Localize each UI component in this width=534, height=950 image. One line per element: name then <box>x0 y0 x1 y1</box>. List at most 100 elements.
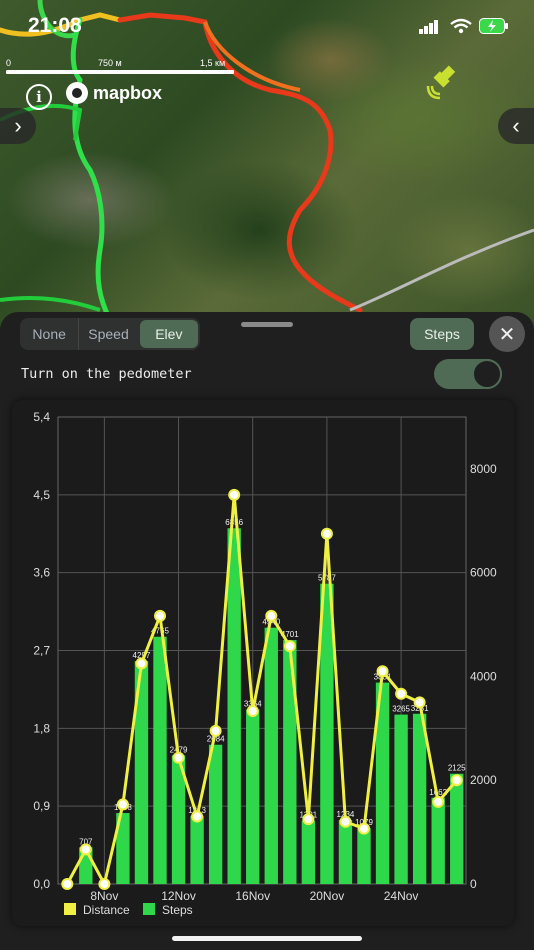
mapbox-wordmark: mapbox <box>93 82 163 103</box>
distance-point <box>79 843 92 856</box>
scale-label-mid: 750 м <box>98 58 122 68</box>
x-tick-label: 8Nov <box>90 889 118 903</box>
y-left-tick-label: 1,8 <box>33 721 50 735</box>
steps-bar <box>394 714 408 884</box>
steps-bar <box>375 682 390 884</box>
steps-button[interactable]: Steps <box>410 318 474 350</box>
segment-speed[interactable]: Speed <box>78 318 137 350</box>
steps-value-label: 707 <box>79 837 93 846</box>
x-tick-label: 20Nov <box>310 889 345 903</box>
distance-point <box>358 822 370 835</box>
legend-swatch-steps <box>143 903 155 915</box>
map-scale: 0 750 м 1,5 км <box>6 58 236 80</box>
steps-bar <box>338 819 353 884</box>
wifi-icon <box>450 18 472 34</box>
distance-point <box>61 878 74 890</box>
y-right-tick-label: 2000 <box>470 773 497 787</box>
steps-bar <box>171 755 186 884</box>
info-icon[interactable]: i <box>26 84 52 110</box>
legend-label-distance: Distance <box>83 903 130 917</box>
distance-point <box>265 609 278 622</box>
scale-label-end: 1,5 км <box>200 58 226 68</box>
steps-bar <box>412 713 427 884</box>
distance-point <box>228 488 241 501</box>
steps-bar <box>227 528 241 884</box>
steps-value-label: 4297 <box>133 651 151 660</box>
segment-elev[interactable]: Elev <box>139 320 198 348</box>
steps-bar <box>208 744 223 884</box>
x-tick-label: 24Nov <box>384 889 419 903</box>
gps-satellite-icon[interactable] <box>426 62 464 100</box>
y-right-tick-label: 0 <box>470 877 477 891</box>
scale-label-start: 0 <box>6 58 12 68</box>
expand-right-button[interactable]: ‹ <box>498 108 534 144</box>
pedometer-label: Turn on the pedometer <box>21 366 192 382</box>
steps-value-label: 4701 <box>281 630 299 639</box>
mapbox-attribution[interactable]: mapbox <box>66 82 162 104</box>
distance-point <box>191 810 204 823</box>
y-left-tick-label: 2,7 <box>33 644 50 658</box>
steps-bar <box>153 636 167 884</box>
distance-point <box>450 774 463 787</box>
steps-bar <box>246 709 260 884</box>
steps-value-label: 2684 <box>207 735 225 744</box>
distance-point <box>116 798 129 811</box>
distance-point <box>135 657 148 670</box>
y-left-tick-label: 3,6 <box>33 566 50 580</box>
signal-icon <box>419 20 438 34</box>
steps-bar <box>190 815 204 884</box>
distance-point <box>246 705 259 718</box>
distance-point <box>209 724 222 737</box>
steps-bar <box>357 828 371 884</box>
distance-point <box>395 687 408 700</box>
close-icon: ✕ <box>498 323 516 346</box>
expand-left-button[interactable]: › <box>0 108 36 144</box>
x-tick-label: 12Nov <box>161 889 196 903</box>
legend-label-steps: Steps <box>162 903 193 917</box>
status-time: 21:08 <box>28 14 82 37</box>
sheet-drag-handle[interactable] <box>241 322 293 327</box>
distance-point <box>283 640 296 653</box>
steps-bar <box>264 627 278 884</box>
y-left-tick-label: 4,5 <box>33 488 50 502</box>
pedometer-toggle[interactable] <box>434 359 502 389</box>
steps-value-label: 2125 <box>448 764 466 773</box>
chevron-left-icon: ‹ <box>512 113 520 138</box>
status-bar: 21:08 <box>0 12 534 42</box>
segment-none[interactable]: None <box>32 326 66 342</box>
y-right-tick-label: 8000 <box>470 462 497 476</box>
y-left-tick-label: 0,0 <box>33 877 50 891</box>
distance-point <box>320 527 333 540</box>
steps-value-label: 3265 <box>392 705 410 714</box>
home-indicator[interactable] <box>172 936 362 941</box>
x-tick-label: 16Nov <box>235 889 270 903</box>
battery-icon <box>479 18 508 34</box>
distance-point <box>432 795 445 808</box>
distance-point <box>302 813 315 826</box>
map-view[interactable]: 21:08 0 750 м 1,5 км i mapbox › ‹ <box>0 0 534 330</box>
close-button[interactable]: ✕ <box>489 316 525 352</box>
steps-distance-chart: 0,0 0,9 1,8 2,7 3,6 4,5 5,4 0 2000 4000 6000 8000 8N… <box>33 410 497 917</box>
y-right-tick-label: 6000 <box>470 566 497 580</box>
distance-point <box>98 878 111 890</box>
graph-mode-segmented-control: None Speed Elev <box>20 318 200 350</box>
distance-point <box>172 751 185 764</box>
distance-point <box>154 609 166 622</box>
steps-value-label: 5787 <box>318 574 336 583</box>
steps-bar <box>283 640 297 884</box>
steps-bar <box>301 820 316 884</box>
steps-bar <box>431 797 445 884</box>
chevron-right-icon: › <box>14 113 22 138</box>
distance-point <box>376 665 389 678</box>
distance-point <box>339 815 352 828</box>
y-left-tick-label: 0,9 <box>33 799 50 813</box>
steps-bar <box>450 773 464 884</box>
steps-bar <box>134 661 149 884</box>
y-right-tick-label: 4000 <box>470 669 497 683</box>
steps-value-label: 1662 <box>429 788 447 797</box>
distance-point <box>413 696 426 709</box>
toggle-knob <box>472 359 502 389</box>
distance-line <box>65 493 458 886</box>
steps-value-label: 4765 <box>151 627 169 636</box>
y-left-tick-label: 5,4 <box>33 410 50 424</box>
